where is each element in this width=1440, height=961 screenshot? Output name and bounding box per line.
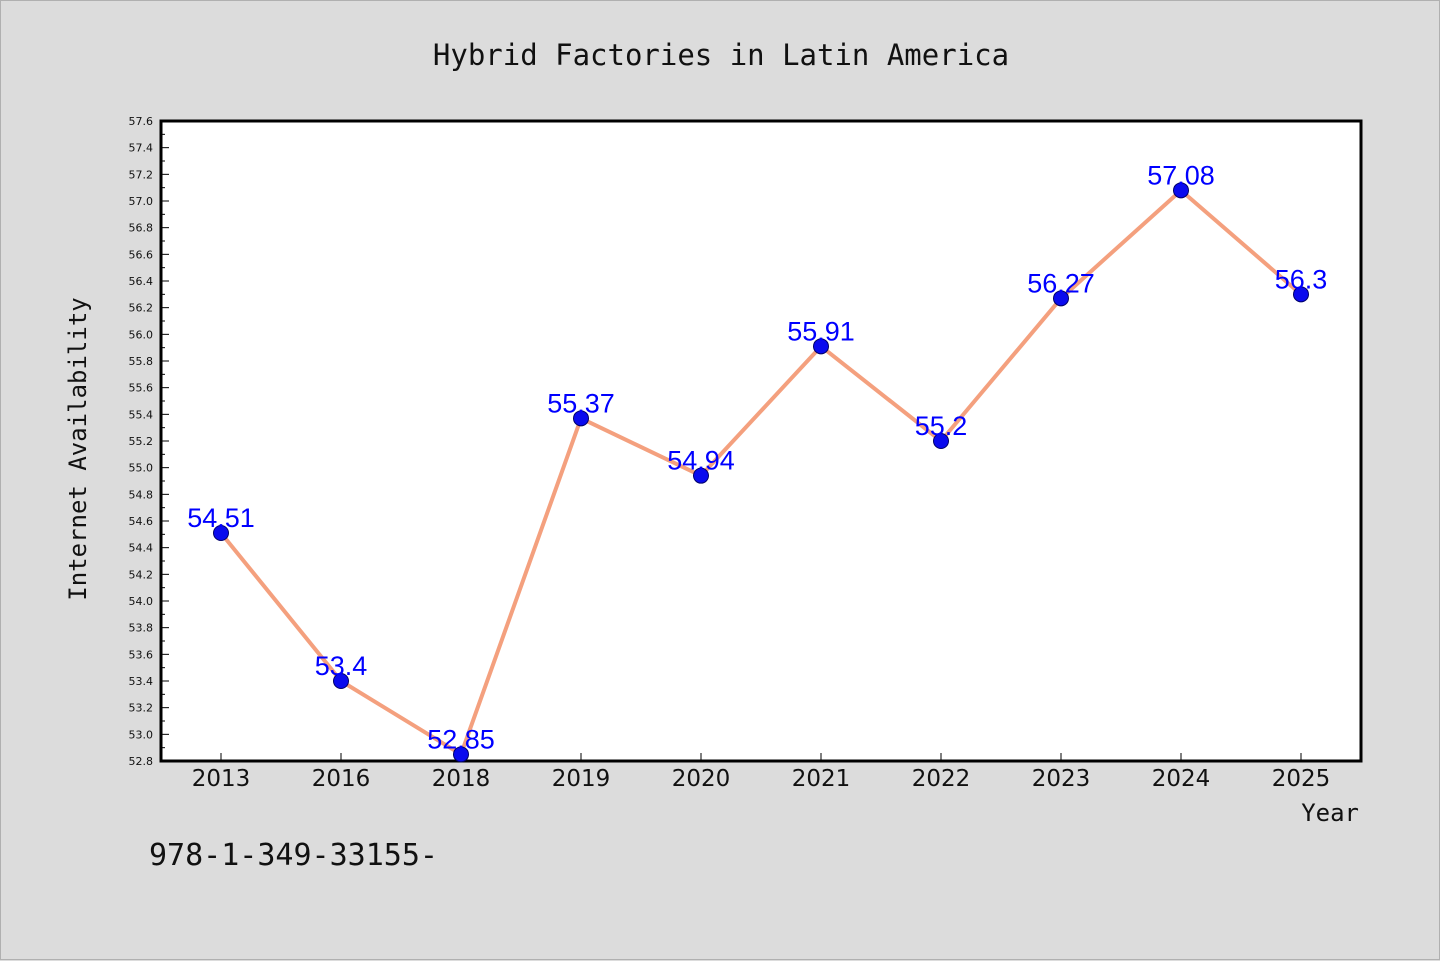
data-point [453, 746, 469, 763]
isbn-code: 978-1-349-33155- [149, 838, 438, 873]
x-tick-label: 2020 [672, 766, 731, 792]
data-label: 57.08 [1147, 160, 1215, 190]
data-point [933, 433, 949, 449]
y-tick-label: 55.4 [129, 408, 154, 421]
y-tick-label: 53.4 [129, 675, 154, 688]
x-axis-ticks: 2013 2016 2018 2019 2020 2021 2022 2023 2024 2025 [192, 753, 1331, 792]
x-tick-label: 2018 [432, 766, 491, 792]
chart-title: Hybrid Factories in Latin America [433, 38, 1009, 72]
x-tick-label: 2021 [792, 766, 851, 792]
y-tick-label: 56.6 [129, 248, 154, 261]
y-tick-label: 53.0 [129, 728, 154, 741]
x-tick-label: 2016 [312, 766, 371, 792]
data-label: 53.4 [315, 651, 368, 681]
y-tick-label: 57.0 [129, 195, 154, 208]
y-axis-ticks: 52.8 53.0 53.2 53.4 53.6 53.8 54.0 54.2 54.4 54.6… [129, 115, 169, 768]
y-tick-label: 53.8 [129, 622, 154, 635]
data-label: 54.94 [667, 446, 735, 476]
series-line-group [213, 182, 1309, 763]
data-label: 52.85 [427, 724, 495, 754]
x-tick-label: 2013 [192, 766, 251, 792]
y-tick-label: 53.2 [129, 702, 154, 715]
data-label: 55.2 [915, 411, 968, 441]
data-label: 55.91 [787, 316, 855, 346]
y-tick-label: 55.6 [129, 382, 154, 395]
y-tick-label: 57.2 [129, 168, 154, 181]
data-point [813, 338, 829, 355]
y-tick-label: 54.2 [129, 568, 154, 581]
data-point [693, 467, 709, 484]
x-tick-label: 2024 [1152, 766, 1211, 792]
y-tick-label: 54.8 [129, 488, 154, 501]
data-label: 56.27 [1027, 268, 1095, 298]
x-tick-label: 2022 [912, 766, 971, 792]
y-tick-label: 56.4 [129, 275, 154, 288]
y-tick-label: 57.4 [129, 142, 154, 155]
y-tick-label: 52.8 [129, 755, 154, 768]
data-point [573, 410, 589, 427]
y-tick-label: 55.2 [129, 435, 154, 448]
y-tick-label: 53.6 [129, 648, 154, 661]
x-tick-label: 2025 [1272, 766, 1331, 792]
y-tick-label: 55.0 [129, 462, 154, 475]
x-tick-label: 2023 [1032, 766, 1091, 792]
data-point [1173, 182, 1189, 199]
y-axis-label: Internet Availability [64, 297, 92, 600]
data-point [1053, 290, 1069, 307]
x-axis-label: Year [1301, 799, 1359, 827]
data-point [213, 525, 229, 541]
data-labels: 54.51 53.4 52.85 55.37 54.94 55.91 55.2 56.27 57… [187, 160, 1327, 754]
data-point [333, 673, 349, 689]
y-tick-label: 54.4 [129, 542, 154, 555]
data-label: 55.37 [547, 388, 615, 418]
y-tick-label: 56.0 [129, 328, 154, 341]
data-point [1293, 286, 1309, 303]
plot-area [159, 119, 1363, 763]
data-label: 56.3 [1275, 264, 1328, 294]
y-tick-label: 54.6 [129, 515, 154, 528]
y-tick-label: 55.8 [129, 355, 154, 368]
y-tick-label: 56.2 [129, 302, 154, 315]
data-label: 54.51 [187, 503, 255, 533]
x-tick-label: 2019 [552, 766, 611, 792]
y-tick-label: 57.6 [129, 115, 154, 128]
y-tick-label: 54.0 [129, 595, 154, 608]
y-tick-label: 56.8 [129, 222, 154, 235]
series-line [219, 188, 1303, 757]
